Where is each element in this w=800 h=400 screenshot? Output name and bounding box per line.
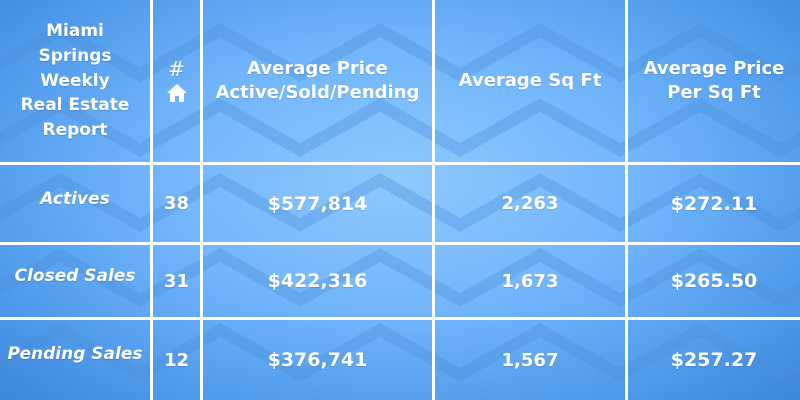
avg-price-value: $577,814 (267, 192, 368, 215)
title-line: Miami (46, 21, 104, 42)
row-divider (0, 162, 800, 165)
price-per-sqft-value: $265.50 (670, 270, 758, 292)
row-label-closed-sales: Closed Sales (14, 266, 136, 286)
count-column-header: # (153, 0, 200, 162)
header-line: Average Sq Ft (458, 69, 602, 91)
avg-sqft-value: 1,567 (501, 349, 559, 371)
count-value: 38 (163, 193, 190, 214)
avg-price-value: $422,316 (267, 270, 368, 292)
avg-price-value: $376,741 (267, 349, 368, 371)
title-line: Real Estate (20, 95, 130, 116)
count-value: 31 (163, 270, 190, 292)
title-line: Springs (38, 46, 112, 67)
avg-sqft-value: 1,673 (501, 270, 559, 292)
hash-symbol: # (168, 57, 185, 81)
row-label-pending-sales: Pending Sales (7, 344, 143, 364)
header-line: Average Price (643, 57, 785, 79)
report-title: Miami Springs Weekly Real Estate Report (0, 0, 150, 162)
price-per-sqft-value: $257.27 (670, 349, 758, 371)
title-line: Report (42, 119, 108, 140)
header-line: Active/Sold/Pending (215, 82, 420, 103)
count-value: 12 (163, 349, 190, 371)
column-divider (150, 0, 153, 400)
avg-price-column-header: Average Price Active/Sold/Pending (203, 0, 432, 162)
header-line: Average Price (247, 57, 388, 79)
price-per-sqft-column-header: Average Price Per Sq Ft (628, 0, 800, 162)
title-line: Weekly (40, 70, 110, 91)
price-per-sqft-value: $272.11 (670, 192, 758, 215)
column-divider (625, 0, 628, 400)
row-divider (0, 242, 800, 245)
column-divider (432, 0, 435, 400)
row-divider (0, 317, 800, 320)
home-icon (166, 84, 187, 102)
row-label-actives: Actives (40, 188, 110, 209)
avg-sqft-value: 2,263 (501, 193, 559, 214)
column-divider (200, 0, 203, 400)
header-line: Per Sq Ft (667, 82, 761, 103)
avg-sqft-column-header: Average Sq Ft (435, 0, 625, 162)
